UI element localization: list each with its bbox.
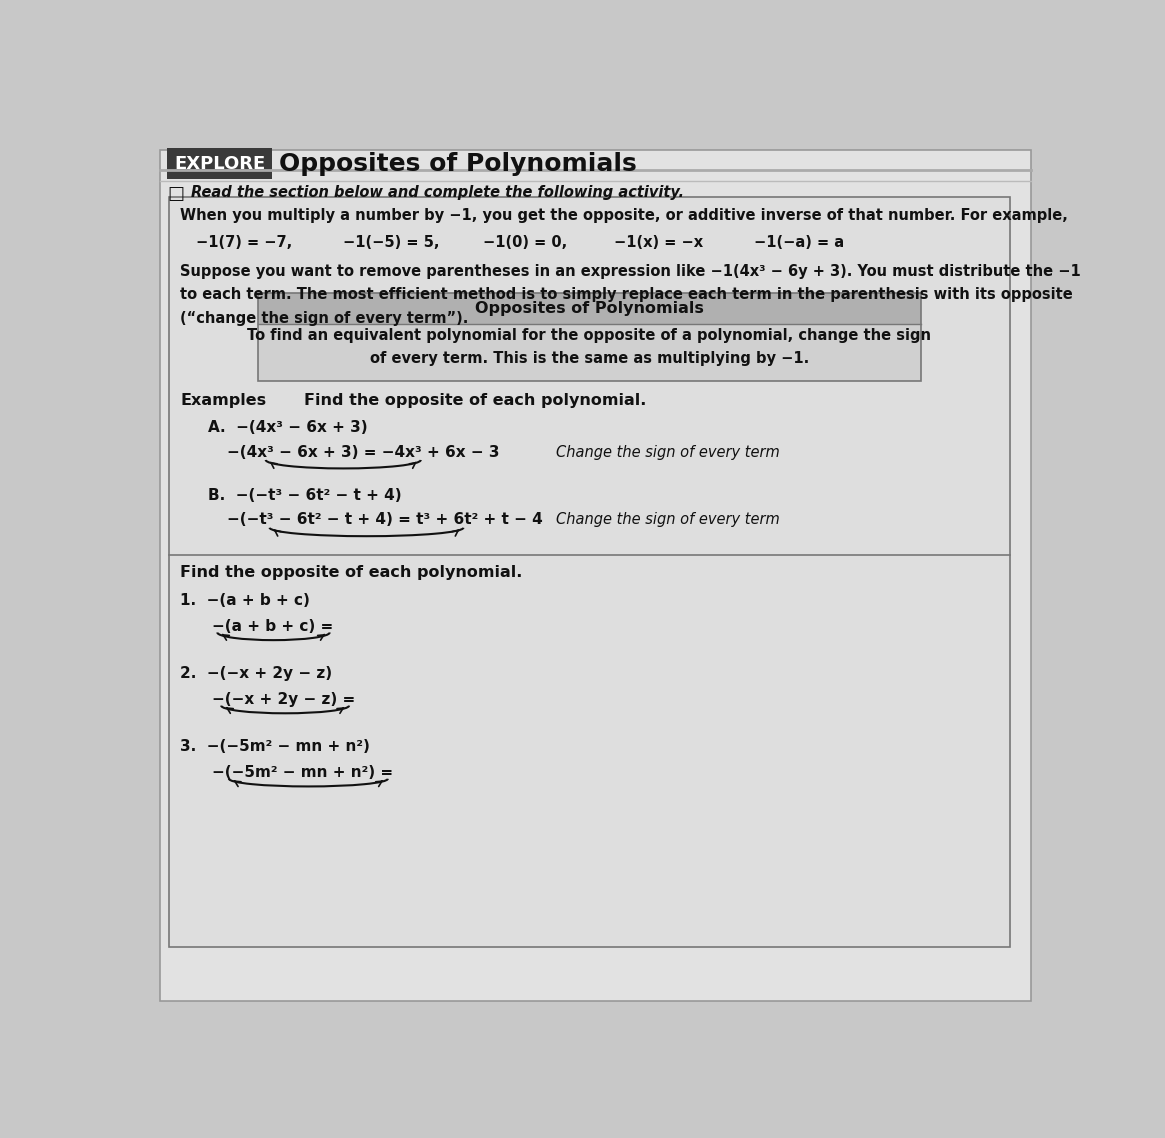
Text: 3.  −(−5m² − mn + n²): 3. −(−5m² − mn + n²) xyxy=(181,740,370,754)
Text: 1.  −(a + b + c): 1. −(a + b + c) xyxy=(181,593,310,608)
Text: −1(x) = −x: −1(x) = −x xyxy=(614,236,704,250)
Text: Read the section below and complete the following activity.: Read the section below and complete the … xyxy=(191,185,684,200)
Text: EXPLORE: EXPLORE xyxy=(174,155,266,173)
Text: Suppose you want to remove parentheses in an expression like −1(4x³ − 6y + 3). Y: Suppose you want to remove parentheses i… xyxy=(181,264,1081,280)
Text: Examples: Examples xyxy=(181,393,267,407)
Text: Opposites of Polynomials: Opposites of Polynomials xyxy=(475,300,704,315)
Text: □: □ xyxy=(168,185,184,203)
Text: −(−x + 2y − z) =: −(−x + 2y − z) = xyxy=(212,692,355,707)
Text: When you multiply a number by −1, you get the opposite, or additive inverse of t: When you multiply a number by −1, you ge… xyxy=(181,208,1068,223)
FancyBboxPatch shape xyxy=(168,148,271,179)
Text: Opposites of Polynomials: Opposites of Polynomials xyxy=(278,151,637,175)
Text: −1(−a) = a: −1(−a) = a xyxy=(754,236,845,250)
Text: of every term. This is the same as multiplying by −1.: of every term. This is the same as multi… xyxy=(369,351,809,365)
Text: Find the opposite of each polynomial.: Find the opposite of each polynomial. xyxy=(304,393,647,407)
Text: 2.  −(−x + 2y − z): 2. −(−x + 2y − z) xyxy=(181,667,333,682)
Text: Change the sign of every term: Change the sign of every term xyxy=(557,445,781,460)
Text: To find an equivalent polynomial for the opposite of a polynomial, change the si: To find an equivalent polynomial for the… xyxy=(247,328,931,343)
FancyBboxPatch shape xyxy=(257,323,920,381)
Text: −(−t³ − 6t² − t + 4) = t³ + 6t² + t − 4: −(−t³ − 6t² − t + 4) = t³ + 6t² + t − 4 xyxy=(227,512,543,527)
Text: to each term. The most efficient method is to simply replace each term in the pa: to each term. The most efficient method … xyxy=(181,288,1073,303)
FancyBboxPatch shape xyxy=(160,150,1031,1001)
Text: −(4x³ − 6x + 3) = −4x³ + 6x − 3: −(4x³ − 6x + 3) = −4x³ + 6x − 3 xyxy=(227,445,500,460)
Text: A.  −(4x³ − 6x + 3): A. −(4x³ − 6x + 3) xyxy=(207,420,367,435)
Text: Find the opposite of each polynomial.: Find the opposite of each polynomial. xyxy=(181,564,523,579)
Text: −(−5m² − mn + n²) =: −(−5m² − mn + n²) = xyxy=(212,765,393,780)
Text: (“change the sign of every term”).: (“change the sign of every term”). xyxy=(181,311,468,325)
FancyBboxPatch shape xyxy=(257,292,920,323)
Text: −1(0) = 0,: −1(0) = 0, xyxy=(482,236,567,250)
Text: −1(−5) = 5,: −1(−5) = 5, xyxy=(344,236,439,250)
Text: B.  −(−t³ − 6t² − t + 4): B. −(−t³ − 6t² − t + 4) xyxy=(207,488,401,503)
FancyBboxPatch shape xyxy=(169,197,1010,947)
Text: −1(7) = −7,: −1(7) = −7, xyxy=(196,236,292,250)
Text: Change the sign of every term: Change the sign of every term xyxy=(557,512,781,527)
Text: −(a + b + c) =: −(a + b + c) = xyxy=(212,619,333,634)
